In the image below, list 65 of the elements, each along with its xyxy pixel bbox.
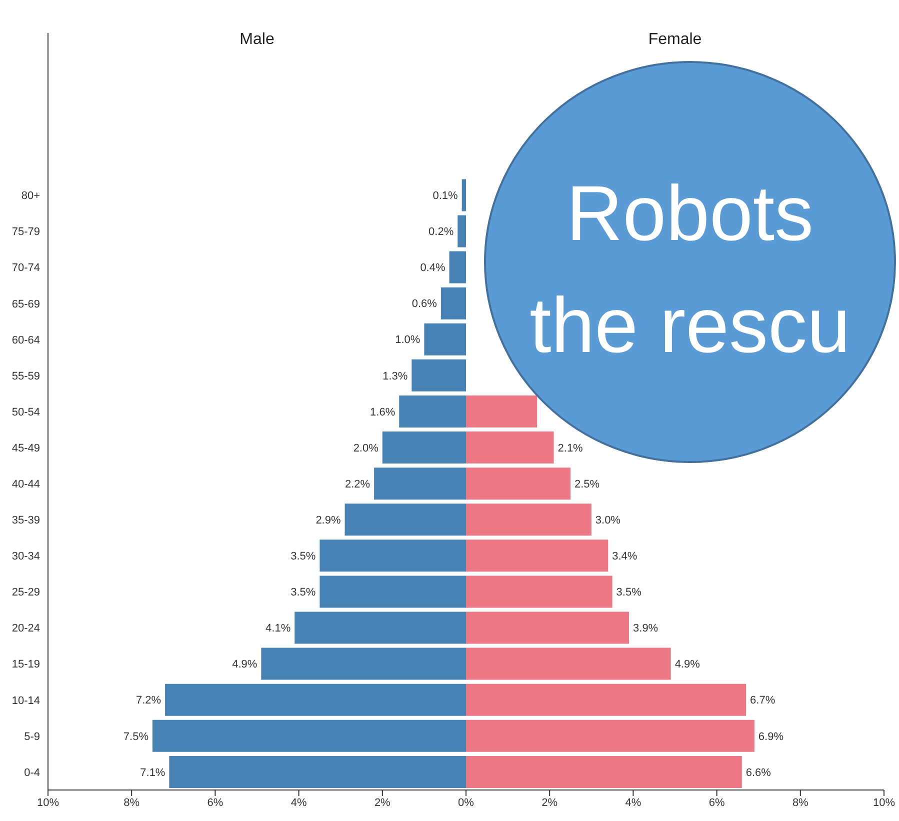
data-label: 1.6% <box>370 406 396 418</box>
annotation: the rescu <box>530 281 850 369</box>
data-label: 3.0% <box>595 514 621 526</box>
bar <box>449 251 466 284</box>
y-tick-label: 25-29 <box>12 586 40 599</box>
y-tick-label: 60-64 <box>12 334 40 346</box>
data-label: 3.4% <box>612 550 638 563</box>
data-label: 3.5% <box>290 550 316 563</box>
data-label: 4.9% <box>674 658 700 671</box>
data-label: 7.1% <box>140 766 166 779</box>
data-label: 4.9% <box>232 658 258 671</box>
data-label: 2.9% <box>316 514 341 526</box>
y-tick-label: 75-79 <box>12 226 40 238</box>
y-tick-label: 0-4 <box>24 766 40 779</box>
y-tick-label: 55-59 <box>12 370 40 382</box>
data-label: 0.1% <box>432 190 458 202</box>
data-label: 3.9% <box>633 622 658 635</box>
y-tick-label: 45-49 <box>12 442 40 454</box>
annotation: Robots <box>566 169 814 257</box>
bar <box>412 359 466 392</box>
data-label: 0.6% <box>412 298 438 310</box>
x-tick-label: 0% <box>458 796 474 809</box>
data-label: 3.5% <box>616 586 642 599</box>
bar <box>462 179 466 212</box>
data-label: 3.5% <box>290 586 316 599</box>
y-tick-label: 5-9 <box>24 730 40 743</box>
x-tick-label: 6% <box>207 796 224 809</box>
x-tick-label: 2% <box>542 796 558 809</box>
x-tick-label: 2% <box>374 796 391 809</box>
data-label: 2.2% <box>344 478 370 490</box>
data-label: 7.2% <box>136 694 162 707</box>
bar <box>458 215 466 248</box>
x-tick-label: 4% <box>290 796 307 809</box>
chart-title: Female <box>647 30 703 50</box>
data-label: 4.1% <box>266 622 291 635</box>
y-tick-label: 35-39 <box>12 514 40 527</box>
x-tick-label: 8% <box>792 796 809 809</box>
x-tick-label: 10% <box>872 796 896 809</box>
x-tick-label: 10% <box>36 796 60 809</box>
data-label: 1.3% <box>382 370 408 382</box>
chart-title: Male <box>238 30 276 50</box>
y-tick-label: 65-69 <box>12 298 40 310</box>
data-label: 1.0% <box>395 334 420 346</box>
data-label: 2.0% <box>353 442 379 454</box>
bar <box>424 323 466 356</box>
data-label: 0.4% <box>420 262 446 274</box>
data-label: 2.5% <box>574 478 600 490</box>
y-tick-label: 80+ <box>21 190 40 202</box>
x-tick-label: 8% <box>124 796 140 809</box>
data-label: 6.7% <box>750 694 776 707</box>
y-tick-label: 70-74 <box>12 262 40 274</box>
data-label: 6.6% <box>746 766 772 779</box>
x-tick-label: 6% <box>708 796 725 809</box>
data-label: 0.2% <box>428 226 454 238</box>
y-tick-label: 20-24 <box>12 622 40 635</box>
data-label: 2.1% <box>558 442 584 454</box>
x-tick-label: 4% <box>625 796 642 809</box>
data-label: 6.9% <box>758 730 784 743</box>
y-tick-label: 10-14 <box>12 694 40 707</box>
data-label: 7.5% <box>123 730 149 743</box>
bar <box>440 287 466 320</box>
y-tick-label: 50-54 <box>12 406 40 418</box>
y-tick-label: 15-19 <box>12 658 40 671</box>
y-tick-label: 30-34 <box>12 550 40 563</box>
y-tick-label: 40-44 <box>12 478 40 490</box>
